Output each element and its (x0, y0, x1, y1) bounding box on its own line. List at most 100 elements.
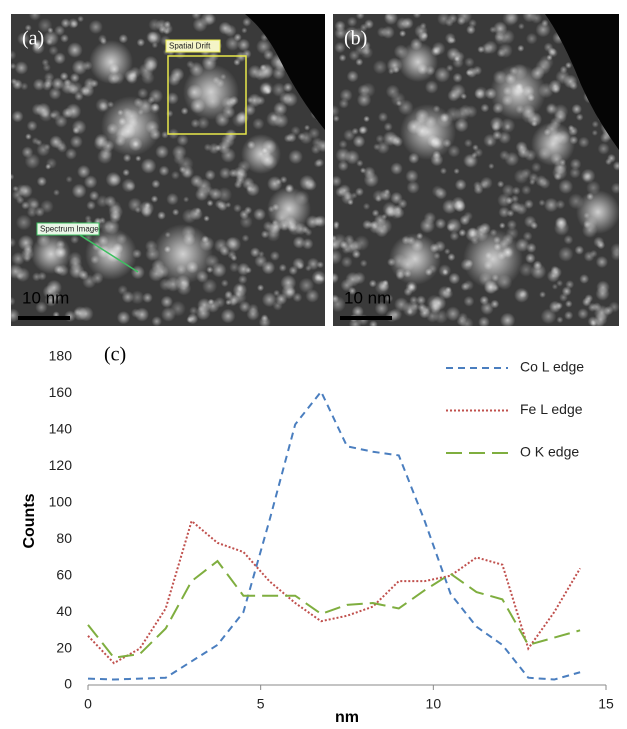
speckle (540, 308, 557, 325)
speckle (11, 251, 26, 266)
speckle (452, 72, 463, 83)
y-tick-label: 180 (49, 348, 73, 364)
speckle (219, 245, 230, 257)
speckle (384, 188, 391, 195)
speckle (238, 300, 251, 313)
speckle (498, 222, 506, 229)
speckle (333, 234, 337, 242)
speckle (359, 259, 368, 268)
speckle (548, 48, 558, 58)
speckle (230, 254, 238, 262)
speckle (172, 208, 180, 216)
speckle (314, 215, 325, 228)
speckle (69, 135, 83, 149)
speckle (589, 249, 598, 258)
speckle (144, 202, 151, 209)
annotation-box (36, 222, 100, 236)
speckle (373, 143, 381, 151)
speckle (41, 58, 50, 67)
speckle (384, 206, 396, 218)
speckle (538, 199, 546, 207)
x-tick-label: 0 (84, 696, 92, 712)
speckle (151, 316, 162, 326)
speckle (245, 182, 260, 197)
speckle (220, 308, 236, 324)
speckle (178, 166, 186, 174)
speckle (11, 173, 15, 181)
speckle (249, 247, 261, 258)
speckle (478, 316, 490, 326)
speckle (582, 297, 592, 307)
speckle (392, 136, 403, 148)
speckle (280, 274, 297, 291)
x-tick-label: 15 (598, 696, 614, 712)
speckle (344, 26, 360, 42)
speckle (60, 33, 69, 43)
speckle (545, 102, 558, 116)
speckle (375, 195, 382, 203)
speckle (203, 215, 210, 222)
speckle (397, 198, 408, 209)
speckle (254, 254, 268, 268)
speckle (219, 166, 232, 180)
speckle (450, 83, 466, 100)
speckle (74, 91, 84, 102)
speckle (333, 273, 339, 285)
speckle (97, 148, 113, 165)
speckle (523, 215, 537, 228)
speckle (555, 302, 563, 310)
particle (101, 96, 161, 156)
speckle (574, 245, 585, 255)
speckle (497, 193, 512, 208)
speckle (258, 316, 271, 326)
speckle (343, 191, 353, 200)
speckle (491, 121, 502, 132)
speckle (88, 19, 103, 35)
speckle (257, 64, 274, 80)
speckle (464, 57, 475, 68)
speckle (394, 297, 409, 312)
speckle (86, 200, 96, 211)
speckle (376, 140, 390, 155)
speckle (530, 263, 547, 280)
speckle (228, 168, 238, 178)
speckle (355, 58, 364, 66)
speckle (191, 14, 202, 20)
speckle (521, 185, 532, 196)
speckle (15, 267, 30, 283)
speckle (209, 187, 222, 201)
speckle (83, 175, 98, 189)
speckle (453, 168, 460, 175)
speckle (510, 194, 519, 203)
speckle (65, 175, 73, 183)
speckle (496, 48, 506, 58)
speckle (352, 135, 366, 148)
speckle (38, 107, 54, 122)
y-tick-label: 60 (56, 566, 72, 582)
speckle (70, 235, 80, 245)
speckle (224, 128, 237, 142)
speckle (273, 101, 288, 116)
speckle (137, 87, 149, 99)
speckle (25, 133, 32, 140)
speckle (66, 42, 83, 58)
speckle (454, 178, 467, 191)
speckle (338, 54, 347, 62)
speckle (11, 110, 24, 123)
speckle (28, 14, 41, 21)
speckle (355, 187, 364, 197)
speckle (109, 210, 122, 223)
speckle (334, 41, 346, 54)
speckle (390, 162, 403, 175)
speckle (32, 78, 46, 91)
speckle (116, 310, 131, 325)
speckle (135, 155, 142, 162)
speckle (11, 62, 17, 70)
speckle (131, 308, 141, 318)
speckle (515, 141, 528, 154)
speckle (434, 187, 448, 200)
speckle (395, 100, 402, 107)
speckle (272, 66, 286, 80)
speckle (204, 169, 216, 181)
speckle (170, 170, 180, 180)
